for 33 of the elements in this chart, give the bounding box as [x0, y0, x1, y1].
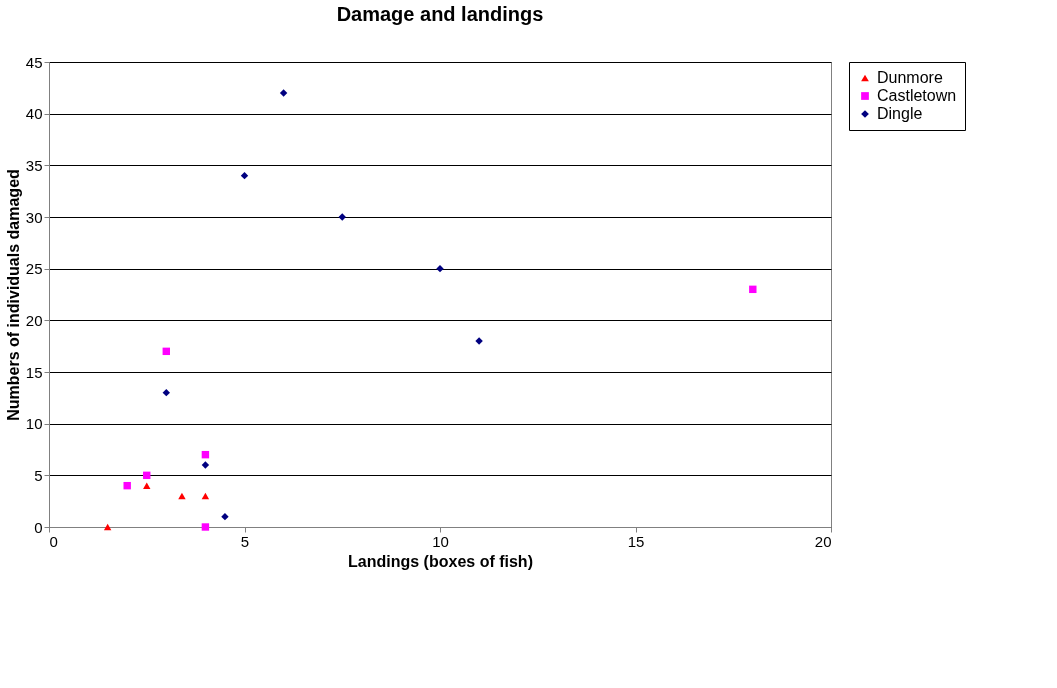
point [201, 461, 210, 469]
y-tick-label: 5 [34, 466, 43, 484]
y-tick-label: 0 [34, 518, 43, 536]
y-tick-label: 30 [25, 208, 43, 226]
point [143, 482, 151, 489]
legend-label: Dunmore [877, 69, 943, 86]
chart-title: Damage and landings [336, 3, 544, 25]
x-tick-label: 5 [240, 532, 250, 550]
point [123, 481, 131, 490]
point [162, 388, 171, 397]
y-tick-label: 10 [25, 415, 43, 433]
y-tick-label: 20 [25, 311, 43, 329]
x-tick-label: 10 [432, 532, 449, 550]
x-axis-title: Landings (boxes of fish) [348, 552, 533, 570]
y-tick-label: 45 [25, 53, 43, 71]
y-axis-title: Numbers of individuals damaged [4, 169, 22, 421]
point [240, 171, 249, 180]
point [279, 89, 288, 97]
legend-label: Castletown [877, 87, 957, 104]
point [201, 523, 210, 531]
x-tick-label: 15 [627, 532, 645, 550]
x-tick-label: 20 [814, 532, 832, 550]
y-tick-label: 40 [25, 105, 43, 123]
y-tick-label: 15 [25, 363, 43, 381]
point [436, 264, 444, 273]
point [749, 285, 757, 294]
legend-label: Dingle [877, 105, 923, 122]
point [103, 523, 112, 531]
x-tick-label: 0 [49, 532, 58, 550]
point [201, 492, 210, 500]
point [221, 512, 229, 521]
y-tick-label: 35 [25, 156, 43, 174]
y-tick-label: 25 [25, 260, 43, 278]
